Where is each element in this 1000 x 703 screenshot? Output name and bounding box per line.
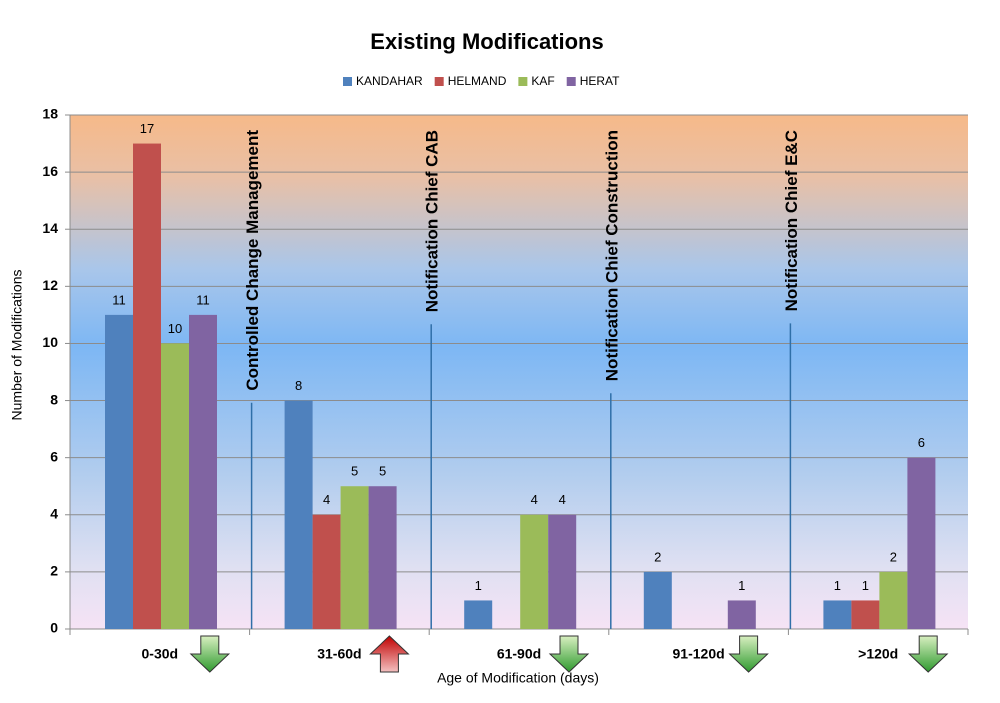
bar (133, 143, 161, 630)
bar (548, 514, 577, 629)
data-label: 11 (196, 292, 210, 307)
x-tick-label: 0-30d (142, 646, 179, 662)
annotation: Controlled Change Management (243, 130, 262, 391)
data-label: 5 (379, 464, 386, 479)
y-tick-label: 8 (50, 391, 58, 407)
arrow-up (369, 635, 410, 673)
bar (189, 314, 217, 629)
y-tick-label: 14 (42, 220, 58, 236)
data-label: 2 (890, 549, 897, 564)
x-tick-label: >120d (858, 646, 898, 662)
bar (823, 600, 852, 629)
annotation: Notification Chief E&C (782, 130, 801, 311)
y-tick-label: 2 (50, 563, 58, 579)
bar (464, 600, 493, 629)
x-tick-label: 91-120d (673, 646, 725, 662)
data-label: 4 (323, 492, 330, 507)
bar (284, 400, 313, 629)
legend-label: HERAT (580, 74, 620, 88)
legend-swatch (566, 77, 576, 86)
bar (340, 486, 369, 629)
y-tick-label: 0 (50, 620, 58, 636)
chart-title: Existing Modifications (370, 29, 603, 54)
bar (643, 571, 672, 629)
legend-label: HELMAND (448, 74, 507, 88)
data-label: 6 (918, 435, 925, 450)
legend-label: KAF (531, 74, 554, 88)
data-label: 11 (112, 292, 126, 307)
bar (879, 571, 908, 629)
legend-swatch (434, 77, 444, 86)
data-label: 5 (351, 464, 358, 479)
arrow-down (728, 635, 769, 673)
legend-label: KANDAHAR (356, 74, 423, 88)
data-label: 1 (834, 578, 841, 593)
y-tick-label: 4 (50, 505, 58, 521)
y-tick-label: 12 (42, 277, 58, 293)
bar (907, 457, 936, 629)
bar (312, 514, 341, 629)
y-tick-label: 16 (42, 163, 58, 179)
bar (105, 314, 133, 629)
data-label: 1 (475, 578, 482, 593)
x-tick-label: 31-60d (317, 646, 361, 662)
bar (161, 343, 189, 629)
arrow-down (189, 635, 231, 673)
bar (851, 600, 880, 629)
data-label: 1 (738, 578, 745, 593)
legend-swatch (518, 77, 528, 86)
annotation: Notification Chief Construction (602, 130, 621, 381)
data-label: 2 (654, 549, 661, 564)
data-label: 4 (559, 492, 566, 507)
bar (368, 486, 397, 629)
data-label: 17 (140, 121, 154, 136)
data-label: 8 (295, 378, 302, 393)
bar (520, 514, 549, 629)
arrow-down (907, 635, 949, 673)
data-label: 10 (168, 321, 182, 336)
data-label: 1 (862, 578, 869, 593)
legend-swatch (343, 77, 352, 86)
y-tick-label: 10 (42, 334, 58, 350)
x-axis-label: Age of Modification (days) (437, 670, 599, 686)
data-label: 4 (531, 492, 538, 507)
arrow-down (548, 635, 590, 673)
y-axis-label: Number of Modifications (9, 270, 25, 421)
annotation: Notification Chief CAB (423, 130, 442, 312)
x-tick-label: 61-90d (497, 646, 541, 662)
bar (727, 600, 756, 629)
y-tick-label: 18 (42, 106, 58, 122)
y-tick-label: 6 (50, 448, 58, 464)
plot-area (70, 115, 968, 629)
